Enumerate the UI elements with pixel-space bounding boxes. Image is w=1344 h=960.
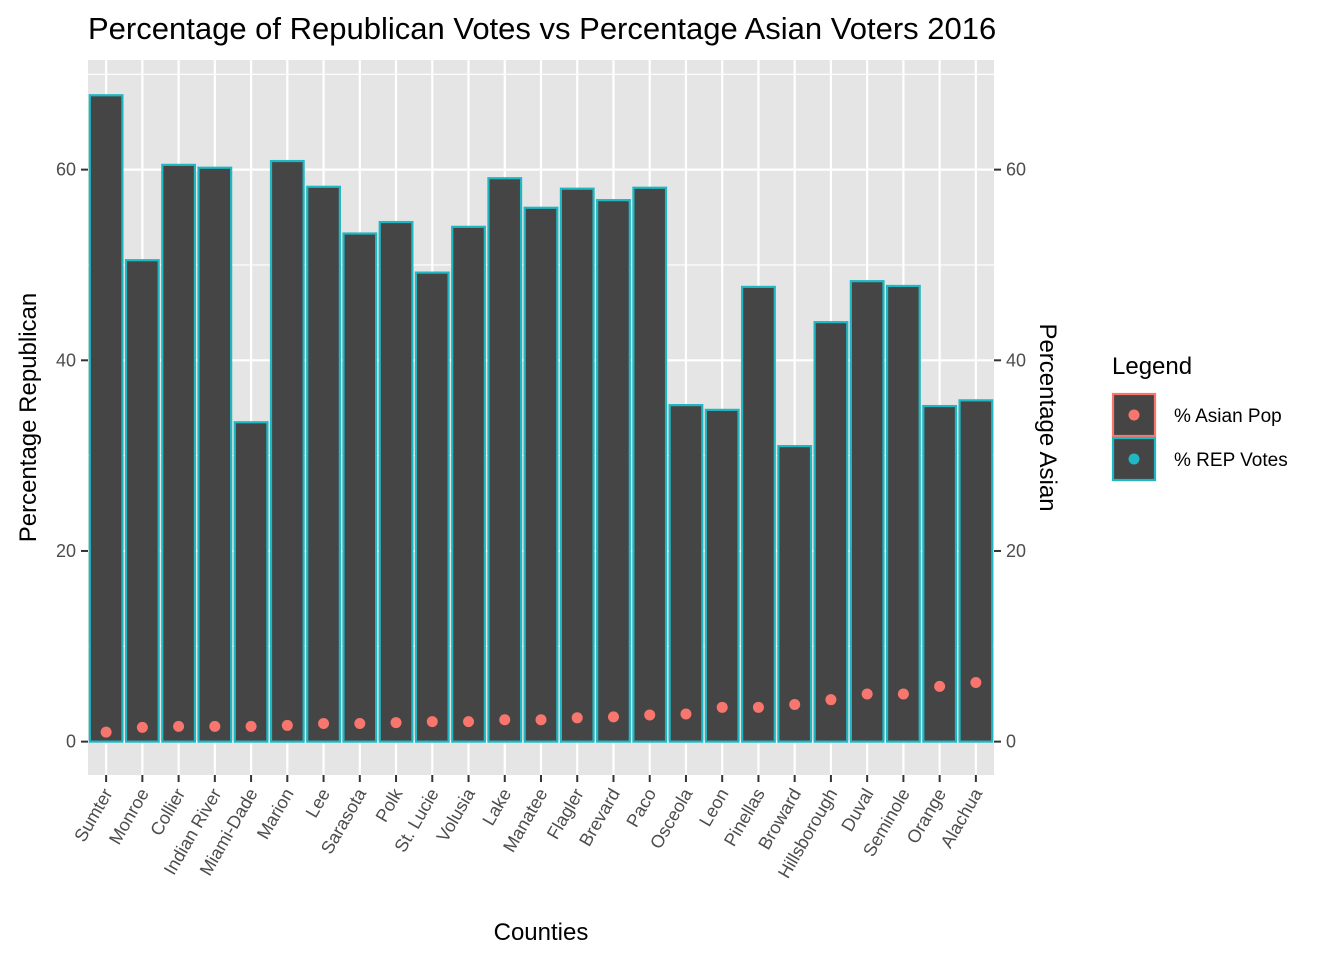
bar-polk xyxy=(378,220,414,743)
point-pinellas xyxy=(752,701,764,713)
point-polk xyxy=(390,717,402,729)
right-axis: 0 20 40 60 xyxy=(994,160,1026,752)
x-tick-label: Lake xyxy=(478,785,515,829)
bar-collier xyxy=(161,163,197,743)
bar-pinellas xyxy=(741,285,776,743)
legend-label: % REP Votes xyxy=(1174,450,1288,471)
point-lake xyxy=(499,714,511,726)
right-tick-label: 60 xyxy=(1006,160,1026,180)
bar-lake xyxy=(487,177,523,743)
bar-osceola xyxy=(668,404,704,743)
bar-hillsborough xyxy=(813,321,849,743)
left-tick-label: 60 xyxy=(56,160,76,180)
point-hillsborough xyxy=(825,694,837,706)
bar-broward xyxy=(777,445,813,743)
point-sarasota xyxy=(354,718,366,730)
right-tick-label: 20 xyxy=(1006,541,1026,561)
bar-st-lucie xyxy=(414,271,450,743)
right-tick-label: 40 xyxy=(1006,350,1026,370)
bar-brevard xyxy=(596,199,631,743)
point-alachua xyxy=(970,677,982,689)
bar-sarasota xyxy=(342,232,378,743)
x-tick-label: Lee xyxy=(302,785,334,821)
chart-title: Percentage of Republican Votes vs Percen… xyxy=(88,11,996,46)
bar-leon xyxy=(704,408,740,743)
bar-seminole xyxy=(885,284,921,743)
point-flagler xyxy=(571,712,583,724)
legend-dot xyxy=(1128,409,1140,421)
left-tick-label: 20 xyxy=(56,541,76,561)
y-axis-title-right: Percentage Asian xyxy=(1034,323,1061,511)
point-manatee xyxy=(535,714,547,726)
point-seminole xyxy=(897,688,909,700)
point-monroe xyxy=(136,721,148,733)
legend-title: Legend xyxy=(1112,353,1192,380)
bar-paco xyxy=(632,186,668,743)
bar-duval xyxy=(849,280,885,743)
point-orange xyxy=(934,680,946,692)
left-tick-label: 40 xyxy=(56,350,76,370)
legend: Legend % Asian Pop % REP Votes xyxy=(1111,353,1288,482)
point-st-lucie xyxy=(426,716,438,728)
points-layer xyxy=(100,677,982,738)
bar-alachua xyxy=(958,399,994,743)
bar-monroe xyxy=(124,259,160,743)
point-volusia xyxy=(463,716,475,728)
x-axis-title: Counties xyxy=(494,919,589,946)
point-collier xyxy=(173,720,185,732)
point-indian-river xyxy=(209,720,221,732)
legend-label: % Asian Pop xyxy=(1174,406,1282,427)
left-axis: 0 20 40 60 xyxy=(56,160,88,752)
point-brevard xyxy=(607,711,619,723)
bar-manatee xyxy=(523,206,559,743)
bar-marion xyxy=(269,159,305,743)
right-tick-label: 0 xyxy=(1006,732,1016,752)
point-paco xyxy=(644,709,656,721)
bar-miami-dade xyxy=(233,421,269,743)
x-tick-label: Paco xyxy=(622,785,660,831)
point-broward xyxy=(789,698,801,710)
bar-sumter xyxy=(88,94,124,743)
point-sumter xyxy=(100,726,112,738)
point-osceola xyxy=(680,708,692,720)
legend-dot xyxy=(1128,453,1140,465)
point-marion xyxy=(281,719,293,731)
bar-volusia xyxy=(451,225,486,743)
x-tick-label: Polk xyxy=(372,784,407,825)
point-miami-dade xyxy=(245,720,257,732)
bar-flagler xyxy=(559,187,595,743)
bars-layer xyxy=(88,94,994,743)
point-lee xyxy=(318,718,330,730)
point-duval xyxy=(861,688,873,700)
x-tick-label: Marion xyxy=(253,785,298,843)
left-tick-label: 0 xyxy=(66,732,76,752)
x-tick-label: Leon xyxy=(695,785,732,830)
y-axis-title-left: Percentage Republican xyxy=(15,293,42,543)
point-leon xyxy=(716,701,728,713)
bar-indian-river xyxy=(197,166,233,743)
bar-lee xyxy=(306,185,341,743)
